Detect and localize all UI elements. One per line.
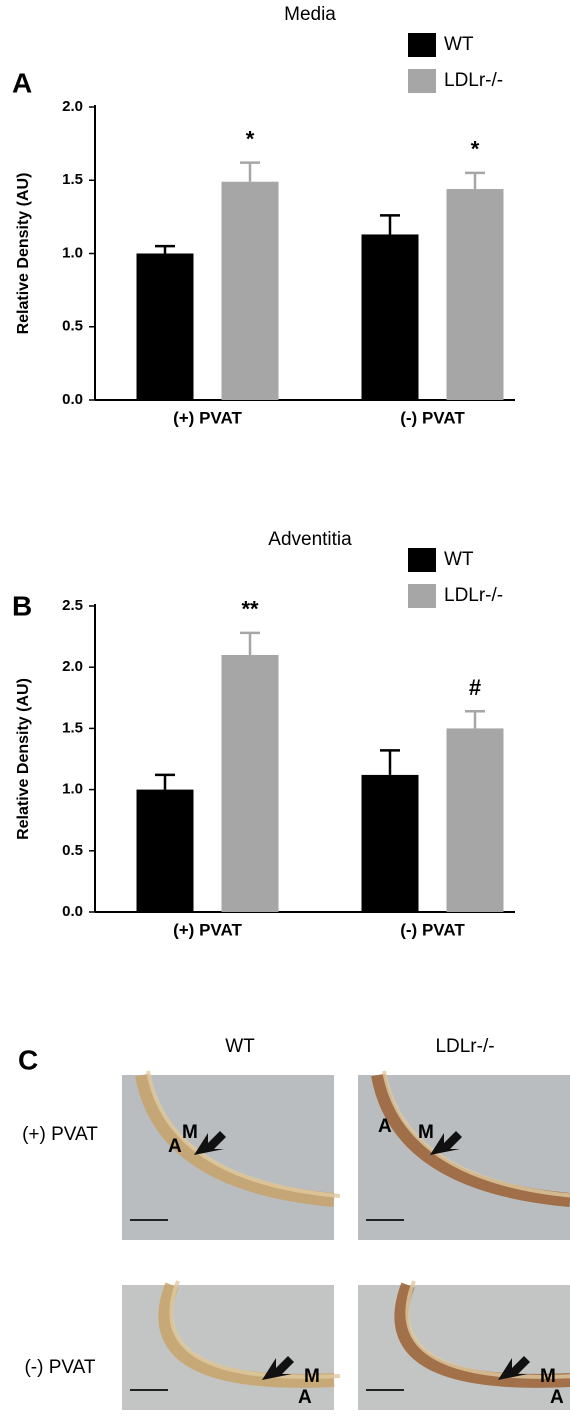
vessel-wall-inner	[169, 1280, 341, 1379]
vessel-wall-inner	[405, 1280, 570, 1379]
layer-label: A	[378, 1116, 392, 1137]
column-header: LDLr-/-	[435, 1036, 494, 1057]
vessel-wall-inner	[382, 1070, 570, 1198]
legend-label: LDLr-/-	[444, 70, 503, 91]
layer-label: A	[298, 1387, 312, 1408]
significance-label: **	[241, 597, 259, 622]
layer-label: M	[418, 1122, 434, 1143]
chart-title: Adventitia	[268, 529, 352, 550]
arrow	[430, 1131, 462, 1155]
y-tick-label: 2.0	[62, 658, 83, 675]
x-tick-label: (+) PVAT	[173, 920, 242, 939]
bar	[136, 789, 194, 912]
vessel-wall	[135, 1073, 335, 1207]
bar	[221, 181, 279, 400]
bar	[446, 728, 504, 912]
x-tick-label: (+) PVAT	[173, 408, 242, 427]
significance-label: #	[469, 675, 481, 700]
vessel-wall	[394, 1282, 570, 1388]
panel-label: C	[18, 1044, 38, 1075]
row-label: (-) PVAT	[24, 1357, 95, 1378]
x-tick-label: (-) PVAT	[400, 408, 465, 427]
vessel-wall-inner	[146, 1070, 341, 1198]
vessel-wall	[371, 1073, 570, 1207]
layer-label: M	[182, 1122, 198, 1143]
y-tick-label: 1.5	[62, 719, 83, 736]
y-tick-label: 0.0	[62, 391, 83, 408]
panel-label: A	[12, 67, 32, 98]
bar	[221, 654, 279, 912]
panel-label: B	[12, 590, 32, 621]
y-tick-label: 2.5	[62, 597, 83, 614]
legend-swatch	[408, 584, 436, 608]
y-axis-label: Relative Density (AU)	[15, 678, 32, 840]
y-axis-label: Relative Density (AU)	[15, 173, 32, 335]
micrograph: MA	[358, 1280, 570, 1410]
significance-label: *	[471, 137, 480, 162]
layer-label: A	[550, 1387, 564, 1408]
legend-label: WT	[444, 549, 474, 570]
micrograph: MA	[122, 1280, 341, 1410]
legend-swatch	[408, 548, 436, 572]
y-tick-label: 1.5	[62, 171, 83, 188]
layer-label: M	[540, 1366, 556, 1387]
layer-label: A	[168, 1136, 182, 1157]
column-header: WT	[225, 1036, 255, 1057]
bar	[136, 253, 194, 400]
legend-label: WT	[444, 34, 474, 55]
bar	[361, 234, 419, 400]
arrow	[194, 1131, 226, 1155]
bar	[446, 189, 504, 400]
y-tick-label: 1.0	[62, 781, 83, 798]
legend-swatch	[408, 33, 436, 57]
layer-label: M	[304, 1366, 320, 1387]
vessel-wall	[158, 1282, 335, 1388]
arrow	[498, 1356, 530, 1380]
y-tick-label: 0.5	[62, 318, 83, 335]
micrograph: MA	[358, 1070, 570, 1240]
y-tick-label: 0.5	[62, 842, 83, 859]
bar	[361, 774, 419, 912]
row-label: (+) PVAT	[22, 1124, 98, 1145]
significance-label: *	[246, 126, 255, 151]
legend-label: LDLr-/-	[444, 585, 503, 606]
arrow	[262, 1356, 294, 1380]
micrograph: MA	[122, 1070, 341, 1240]
y-tick-label: 1.0	[62, 244, 83, 261]
micrograph-bg	[358, 1285, 570, 1410]
x-tick-label: (-) PVAT	[400, 920, 465, 939]
legend-swatch	[408, 69, 436, 93]
y-tick-label: 2.0	[62, 98, 83, 115]
y-tick-label: 0.0	[62, 903, 83, 920]
chart-title: Media	[284, 4, 336, 25]
